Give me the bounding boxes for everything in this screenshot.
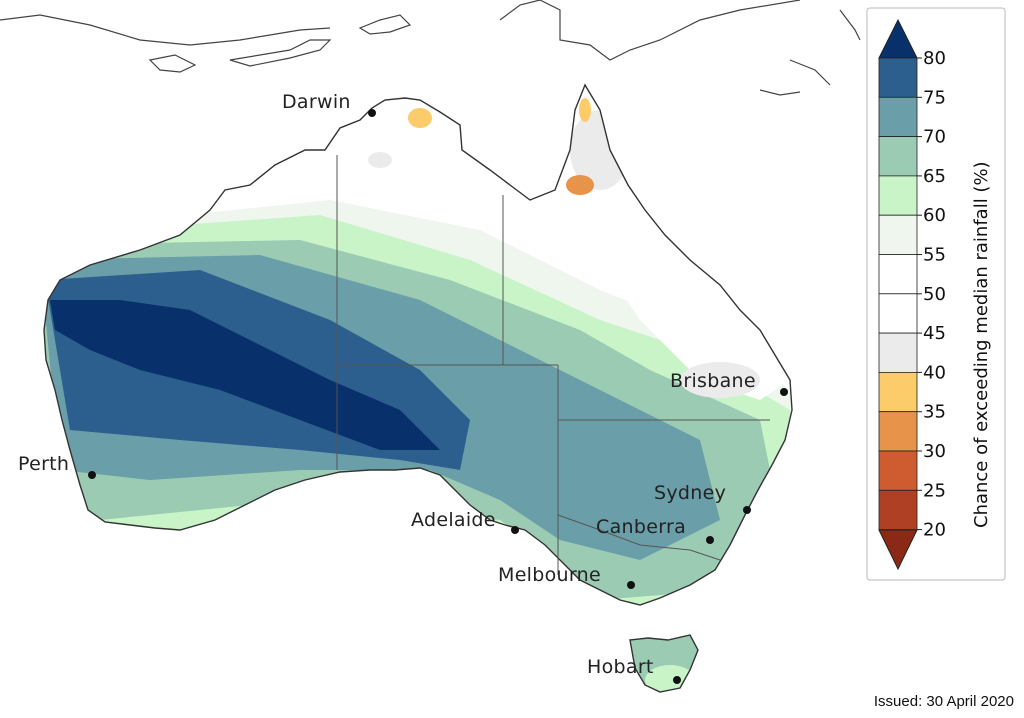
legend-tick-label: 40 bbox=[923, 362, 946, 383]
issued-date: Issued: 30 April 2020 bbox=[873, 693, 1014, 710]
legend-tick-labels: 80 75 70 65 60 55 50 45 40 35 30 25 20 bbox=[917, 48, 946, 541]
legend-tick-label: 80 bbox=[923, 48, 946, 69]
sydney-marker bbox=[743, 506, 751, 514]
legend-band bbox=[878, 450, 918, 491]
city-label-perth: Perth bbox=[18, 453, 69, 475]
legend-bottom-arrow bbox=[878, 529, 918, 571]
city-label-brisbane: Brisbane bbox=[670, 370, 756, 392]
legend-band bbox=[878, 96, 918, 138]
adelaide-marker bbox=[511, 526, 519, 534]
legend-band bbox=[878, 136, 918, 177]
legend-tick-label: 75 bbox=[923, 87, 946, 108]
city-label-adelaide: Adelaide bbox=[411, 509, 496, 531]
canberra-marker bbox=[706, 536, 714, 544]
mainland-coastline bbox=[43, 83, 793, 606]
city-label-hobart: Hobart bbox=[587, 656, 654, 678]
city-label-melbourne: Melbourne bbox=[498, 564, 601, 586]
legend-band bbox=[878, 214, 918, 255]
hobart-marker bbox=[673, 676, 681, 684]
legend-tick-label: 60 bbox=[923, 205, 946, 226]
legend-color-bands bbox=[878, 57, 918, 530]
legend-tick-label: 65 bbox=[923, 166, 946, 187]
legend-tick-label: 55 bbox=[923, 245, 946, 266]
legend-tick-label: 70 bbox=[923, 127, 946, 148]
melbourne-marker bbox=[627, 581, 635, 589]
neighbour-coastlines bbox=[0, 0, 861, 96]
legend-tick-label: 20 bbox=[923, 520, 946, 541]
city-label-darwin: Darwin bbox=[282, 91, 351, 113]
mainland-rainfall-field bbox=[44, 98, 792, 605]
city-label-sydney: Sydney bbox=[654, 482, 726, 504]
legend-tick-label: 45 bbox=[923, 323, 946, 344]
tasmania-coastline bbox=[629, 634, 699, 693]
legend-title: Chance of exceeding median rainfall (%) bbox=[971, 161, 992, 528]
perth-marker bbox=[88, 471, 96, 479]
darwin-marker bbox=[368, 109, 376, 117]
city-markers bbox=[88, 109, 788, 684]
legend-tick-label: 50 bbox=[923, 284, 946, 305]
legend: 80 75 70 65 60 55 50 45 40 35 30 25 20 Chance of exc… bbox=[866, 7, 1006, 581]
legend-tick-label: 25 bbox=[923, 480, 946, 501]
legend-band bbox=[878, 332, 918, 373]
legend-band bbox=[878, 489, 918, 530]
brisbane-marker bbox=[780, 388, 788, 396]
legend-band bbox=[878, 57, 918, 98]
legend-tick-label: 35 bbox=[923, 402, 946, 423]
city-label-canberra: Canberra bbox=[596, 516, 686, 538]
legend-band bbox=[878, 371, 918, 413]
legend-band bbox=[878, 175, 918, 216]
legend-band bbox=[878, 254, 918, 295]
state-borders bbox=[336, 155, 770, 575]
legend-band bbox=[878, 411, 918, 452]
legend-band bbox=[878, 293, 918, 334]
legend-tick-label: 30 bbox=[923, 441, 946, 462]
